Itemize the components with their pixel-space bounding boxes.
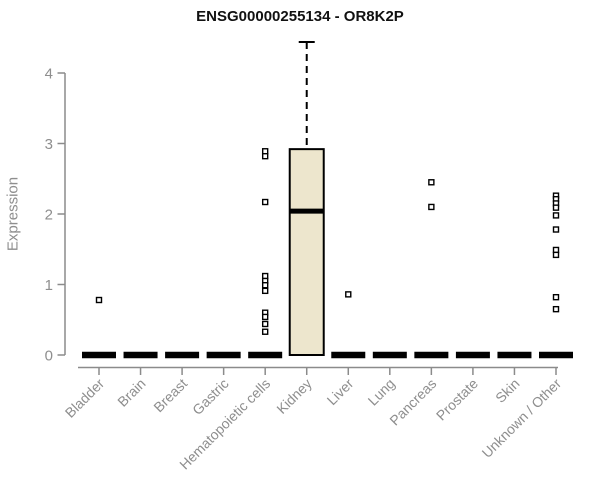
collapsed-box-lung: [372, 351, 407, 359]
collapsed-box-gastric: [206, 351, 241, 359]
y-tick-label: 4: [45, 66, 53, 83]
outlier-hematopoietic-cells: [261, 320, 269, 328]
collapsed-box-unknown-other: [539, 351, 573, 359]
outlier-unknown-other: [552, 204, 560, 211]
x-tick-label-brain: Brain: [114, 375, 148, 409]
collapsed-box-liver: [331, 351, 366, 359]
outlier-hematopoietic-cells: [261, 328, 269, 335]
outlier-hematopoietic-cells: [261, 287, 269, 295]
x-tick-label-kidney: Kidney: [273, 375, 315, 417]
chart-title: ENSG00000255134 - OR8K2P: [196, 8, 404, 25]
x-tick-label-breast: Breast: [150, 375, 190, 415]
x-tick-label-skin: Skin: [492, 375, 523, 406]
collapsed-box-brain: [123, 351, 158, 359]
outlier-pancreas: [428, 203, 435, 211]
x-tick-label-liver: Liver: [324, 375, 357, 408]
y-tick-label: 3: [45, 136, 53, 153]
x-tick-label-bladder: Bladder: [62, 375, 108, 421]
outlier-hematopoietic-cells: [261, 198, 269, 206]
outlier-unknown-other: [552, 251, 560, 259]
collapsed-box-pancreas: [414, 351, 449, 359]
outlier-pancreas: [428, 179, 435, 186]
outlier-unknown-other: [552, 212, 560, 219]
outlier-liver: [345, 291, 352, 298]
box-kidney: [288, 148, 325, 356]
x-tick-label-prostate: Prostate: [433, 375, 481, 423]
x-tick-label-unknown-other: Unknown / Other: [479, 375, 565, 461]
collapsed-box-breast: [165, 351, 200, 359]
outlier-hematopoietic-cells: [261, 152, 269, 160]
outlier-unknown-other: [552, 226, 560, 233]
collapsed-box-skin: [497, 351, 532, 359]
outlier-unknown-other: [552, 293, 560, 301]
x-tick-label-lung: Lung: [365, 375, 398, 408]
outlier-hematopoietic-cells: [261, 282, 269, 289]
y-tick-label: 0: [45, 348, 53, 365]
outlier-bladder: [95, 296, 103, 304]
collapsed-box-bladder: [82, 351, 116, 359]
collapsed-box-hematopoietic-cells: [248, 351, 283, 359]
outlier-unknown-other: [552, 305, 560, 313]
y-tick-label: 2: [45, 207, 53, 224]
outlier-hematopoietic-cells: [261, 313, 269, 321]
y-tick-label: 1: [45, 277, 53, 294]
collapsed-box-prostate: [455, 351, 490, 359]
